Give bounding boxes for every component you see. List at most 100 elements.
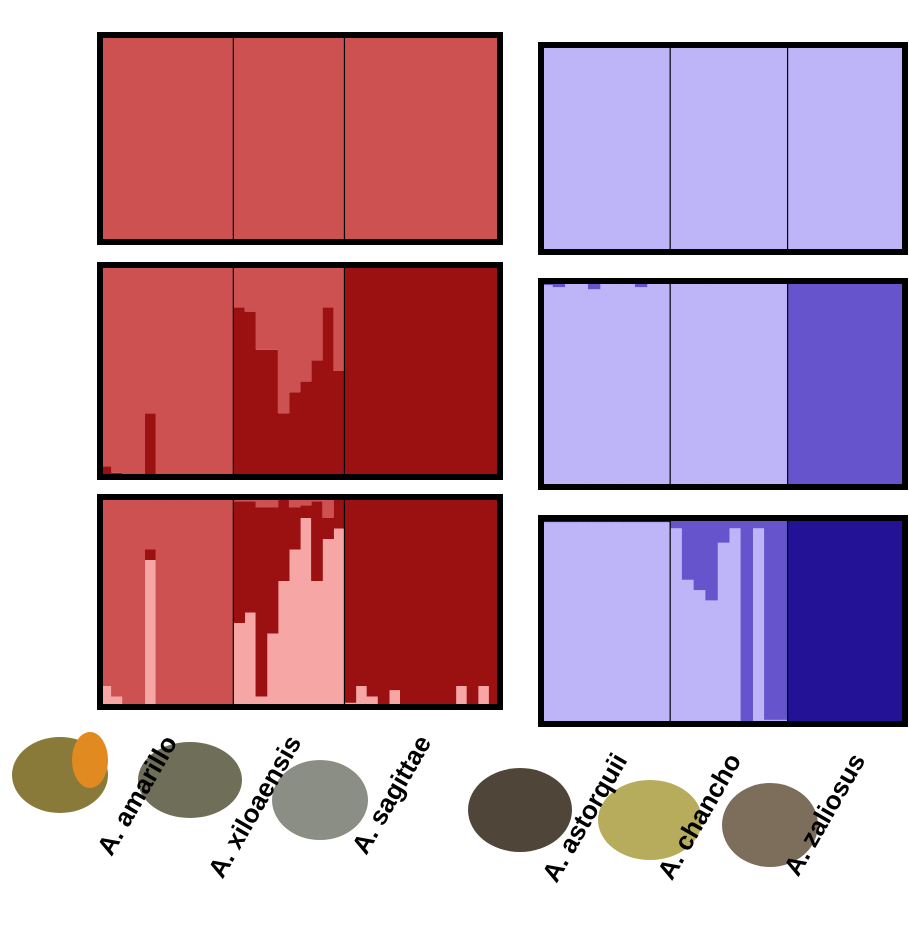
structure-panel [541, 281, 906, 487]
admixture-bar [764, 283, 776, 487]
admixture-bar [233, 501, 245, 623]
admixture-bar [333, 371, 345, 477]
admixture-bar [764, 45, 776, 252]
admixture-bar [422, 35, 434, 242]
admixture-bar [322, 497, 334, 518]
admixture-bar [300, 35, 312, 242]
admixture-bar [623, 45, 635, 252]
admixture-bar [111, 265, 123, 473]
admixture-bar [882, 281, 894, 485]
admixture-bar [658, 283, 670, 487]
admixture-bar [564, 283, 576, 487]
admixture-bar [870, 518, 882, 722]
admixture-bar [256, 35, 268, 242]
admixture-bar [122, 265, 134, 477]
admixture-bar [600, 522, 612, 724]
admixture-bar [189, 265, 201, 475]
admixture-bar [311, 501, 323, 581]
admixture-bar [564, 45, 576, 252]
admixture-bar [278, 413, 290, 477]
admixture-bar [322, 307, 334, 477]
admixture-bar [553, 522, 565, 724]
admixture-bar [156, 35, 168, 242]
admixture-bar [647, 522, 659, 724]
admixture-bar [311, 581, 323, 707]
admixture-bar [456, 499, 468, 686]
admixture-bar [764, 518, 776, 720]
admixture-bar [870, 281, 882, 485]
admixture-bar [133, 265, 145, 477]
admixture-bar [344, 35, 356, 242]
admixture-bar [752, 45, 764, 252]
admixture-bar [835, 45, 847, 252]
admixture-bar [122, 497, 134, 707]
admixture-bar [344, 499, 356, 703]
admixture-bar [311, 265, 323, 360]
admixture-bar [705, 600, 717, 724]
admixture-bar [478, 686, 490, 707]
admixture-bar [311, 35, 323, 242]
admixture-bar [178, 265, 190, 475]
structure-panel [100, 265, 501, 477]
admixture-bar [322, 539, 334, 707]
admixture-bar [717, 283, 729, 487]
admixture-bar [788, 518, 800, 722]
admixture-bar [467, 35, 479, 242]
admixture-bar [278, 265, 290, 413]
admixture-bar [611, 522, 623, 724]
admixture-bar [433, 35, 445, 242]
admixture-bar [356, 267, 368, 477]
admixture-bar [623, 283, 635, 487]
admixture-bar [846, 281, 858, 485]
admixture-bar [694, 590, 706, 724]
admixture-bar [322, 35, 334, 242]
admixture-bar [244, 501, 256, 612]
admixture-bar [422, 499, 434, 707]
admixture-bar [729, 283, 741, 487]
admixture-bar [705, 518, 717, 600]
admixture-bar [635, 45, 647, 252]
admixture-bar [256, 350, 268, 477]
admixture-bar [799, 518, 811, 722]
admixture-bar [576, 283, 588, 487]
admixture-bar [811, 281, 823, 485]
admixture-bar [776, 518, 788, 720]
admixture-bar [144, 413, 156, 477]
admixture-bar [611, 45, 623, 252]
admixture-bar [444, 35, 456, 242]
admixture-bar [858, 45, 870, 252]
admixture-bar [478, 499, 490, 686]
admixture-bar [156, 497, 168, 707]
admixture-bar [647, 45, 659, 252]
admixture-bar [222, 265, 234, 475]
admixture-bar [647, 283, 659, 487]
admixture-bar [289, 265, 301, 392]
admixture-bar [267, 35, 279, 242]
structure-panel [100, 497, 501, 707]
admixture-bar [267, 265, 279, 350]
admixture-bar [846, 45, 858, 252]
admixture-bar [788, 45, 800, 252]
admixture-bar [233, 623, 245, 707]
admixture-bar [811, 45, 823, 252]
admixture-bar [576, 522, 588, 724]
admixture-bar [717, 543, 729, 724]
fish-amarillo-head [72, 732, 108, 788]
admixture-bar [244, 35, 256, 242]
admixture-bar [717, 518, 729, 543]
admixture-bar [211, 497, 223, 707]
admixture-bar [400, 499, 412, 707]
admixture-bar [267, 350, 279, 477]
admixture-bar [635, 287, 647, 487]
admixture-bar [333, 529, 345, 708]
admixture-bar [478, 267, 490, 477]
admixture-bar [478, 35, 490, 242]
admixture-bar [144, 497, 156, 550]
admixture-bar [705, 45, 717, 252]
admixture-bar [244, 613, 256, 708]
structure-panel [541, 518, 906, 724]
admixture-bar [200, 265, 212, 477]
admixture-bar [588, 289, 600, 487]
admixture-bar [588, 522, 600, 724]
admixture-bar [300, 382, 312, 477]
